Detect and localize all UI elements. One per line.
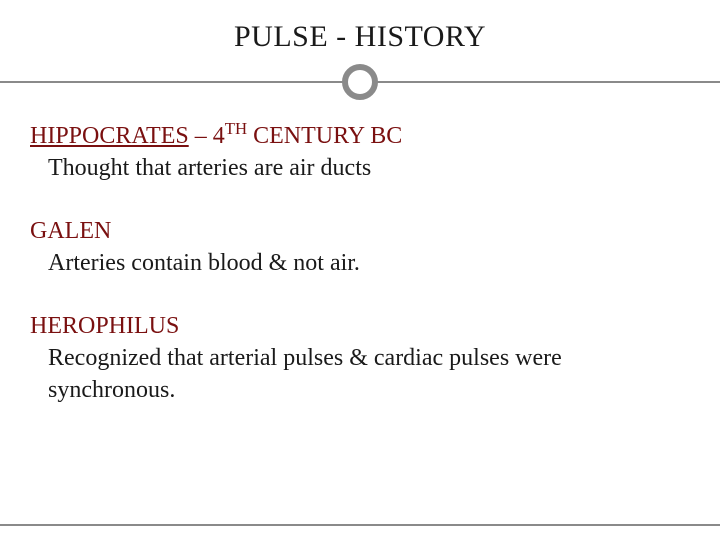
entry-heading: GALEN bbox=[30, 215, 690, 247]
entry-heading: HIPPOCRATES – 4TH CENTURY BC bbox=[30, 120, 690, 152]
footer-divider-line bbox=[0, 524, 720, 526]
entry-name: GALEN bbox=[30, 218, 111, 244]
title-divider bbox=[30, 62, 690, 102]
history-entry: HIPPOCRATES – 4TH CENTURY BC Thought tha… bbox=[30, 120, 690, 185]
entry-name: HEROPHILUS bbox=[30, 313, 179, 339]
slide-container: PULSE - HISTORY HIPPOCRATES – 4TH CENTUR… bbox=[0, 0, 720, 540]
divider-circle-icon bbox=[342, 64, 378, 100]
entry-suffix-pre: – 4 bbox=[189, 123, 225, 149]
entry-name: HIPPOCRATES bbox=[30, 123, 189, 149]
entry-suffix-sup: TH bbox=[225, 119, 247, 138]
entry-suffix-post: CENTURY BC bbox=[247, 123, 402, 149]
entry-description: Recognized that arterial pulses & cardia… bbox=[30, 342, 690, 407]
entry-description: Arteries contain blood & not air. bbox=[30, 247, 690, 279]
slide-title: PULSE - HISTORY bbox=[30, 20, 690, 54]
entry-description: Thought that arteries are air ducts bbox=[30, 152, 690, 184]
history-entry: HEROPHILUS Recognized that arterial puls… bbox=[30, 310, 690, 407]
content-area: HIPPOCRATES – 4TH CENTURY BC Thought tha… bbox=[30, 120, 690, 407]
history-entry: GALEN Arteries contain blood & not air. bbox=[30, 215, 690, 280]
entry-heading: HEROPHILUS bbox=[30, 310, 690, 342]
